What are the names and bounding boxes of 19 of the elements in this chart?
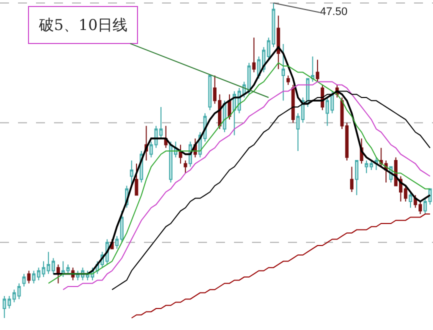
candlestick — [282, 43, 285, 102]
candlestick — [222, 100, 226, 133]
candlestick — [252, 37, 256, 73]
candlestick — [350, 166, 354, 192]
candlestick — [291, 84, 295, 124]
candlestick — [354, 160, 358, 196]
candlestick — [184, 160, 188, 174]
annotation: 47.50 — [320, 6, 348, 18]
candlestick — [316, 59, 320, 82]
annotation: 破5、10日线 — [38, 16, 128, 34]
candlestick — [27, 270, 31, 284]
candlestick — [56, 264, 60, 284]
candlestick — [130, 160, 134, 186]
candlestick — [208, 74, 212, 111]
candlestick — [408, 192, 412, 208]
candlestick — [134, 163, 138, 196]
candlestick — [276, 15, 280, 70]
candlestick — [22, 273, 26, 287]
candlestick — [286, 74, 290, 86]
